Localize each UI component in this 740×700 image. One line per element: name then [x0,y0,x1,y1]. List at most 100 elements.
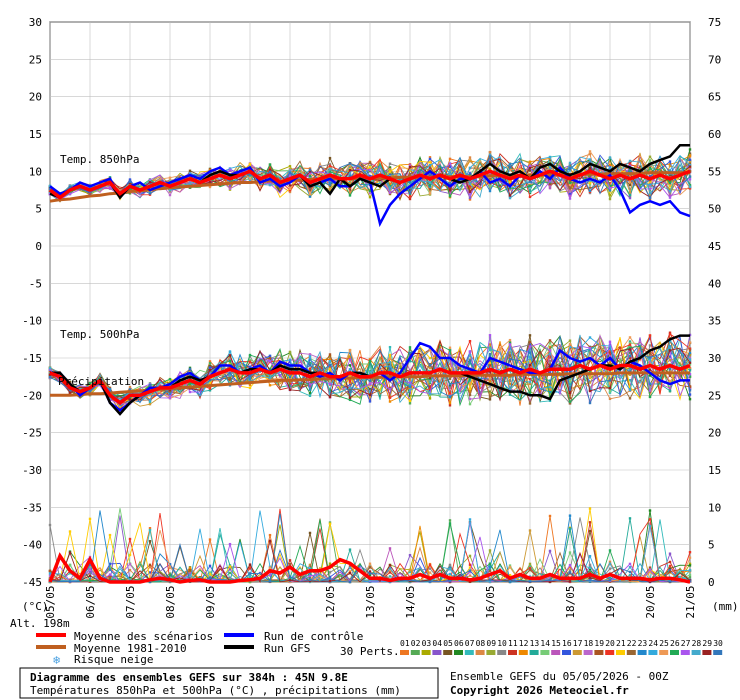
perturbation-point [368,359,372,363]
perturbation-point [68,551,72,554]
perturbation-point [168,390,172,394]
perturbation-point [328,522,332,525]
y-right-tick-label: 75 [708,16,721,29]
pert-swatch [648,650,658,655]
perturbation-point [408,402,412,405]
perturbation-point [488,390,492,393]
perturbation-point [408,381,412,384]
perturbation-point [488,160,492,164]
perturbation-point [448,382,452,386]
perturbation-point [268,539,272,543]
perturbation-point [368,195,372,199]
perturbation-point [408,189,412,192]
perturbation-point [288,388,292,391]
perturbation-point [628,570,632,574]
perturbation-point [348,186,352,190]
perturbation-point [448,567,452,571]
perturbation-point [488,398,492,401]
perturbation-point [268,182,272,185]
perturbation-point [428,362,432,366]
perturbation-point [368,562,372,565]
snowflake-icon: ❄ [53,653,60,667]
perturbation-point [48,366,52,370]
perturbation-point [268,367,272,371]
perturbation-point [608,344,612,348]
perturbation-point [568,551,572,554]
perturbation-point [568,197,572,200]
pert-number: 13 [530,639,540,648]
perturbation-point [508,162,512,166]
perturbation-point [68,572,72,575]
perturbation-point [48,184,52,188]
perturbation-point [428,164,432,167]
perturbation-point [668,580,672,583]
perturbation-point [508,375,512,379]
perturbation-point [248,353,252,357]
x-tick-label: 19/05 [604,585,617,618]
perturbation-point [368,390,372,394]
perturbation-point [388,564,392,567]
perturbation-point [368,383,372,386]
perturbation-point [448,519,452,522]
perturbation-point [328,353,332,356]
perturbation-point [608,379,612,382]
perturbation-point [548,349,552,352]
perturbation-point [428,192,432,195]
perturbation-point [408,195,412,198]
perturbation-point [568,185,572,188]
perturbation-point [448,522,452,525]
perturbation-point [568,580,572,583]
perturbation-point [268,183,272,187]
pert-swatch [421,650,431,655]
pert-swatch [562,650,571,655]
perturbation-point [408,163,412,167]
perturbation-point [348,191,352,194]
perturbation-point [288,190,292,194]
y-left-tick-label: -15 [22,352,42,365]
x-tick-label: 16/05 [484,585,497,618]
perturbation-point [408,165,412,169]
perturbation-point [468,521,472,525]
perturbation-point [488,395,492,398]
perturbation-point [688,363,692,366]
perturbation-point [628,180,632,184]
perturbation-point [548,379,552,382]
perturbation-point [528,361,532,364]
perturbation-point [628,562,632,566]
perturbation-point [428,188,432,191]
perturbation-point [228,371,232,375]
perturbation-point [48,368,52,371]
perturbation-point [588,375,592,378]
perturbation-point [388,357,392,361]
perturbation-point [468,390,472,394]
pert-swatch [540,650,550,655]
perturbation-point [568,342,572,346]
perturbation-point [248,377,252,381]
perturbation-point [328,168,332,171]
perturbation-point [288,575,292,578]
perturbation-point [628,163,632,166]
perturbation-point [368,572,372,575]
perturbation-point [648,196,652,200]
perturbation-point [668,332,672,336]
perturbation-point [248,173,252,176]
perturbation-point [468,574,472,577]
perturbation-point [368,393,372,397]
chart-title: Diagramme des ensembles GEFS sur 384h : … [30,671,348,684]
perturbation-point [508,168,512,172]
x-tick-label: 06/05 [84,585,97,618]
pert-swatch [508,650,517,655]
perturbation-point [268,170,272,174]
perturbation-point [48,572,52,575]
pert-number: 22 [627,639,637,648]
perturbation-point [348,580,352,584]
perturbation-point [468,196,472,200]
perturbation-point [448,579,452,583]
perturbation-point [448,369,452,373]
perturbation-point [668,189,672,193]
perturbation-point [448,180,452,183]
perturbation-point [648,395,652,399]
perturbation-point [408,169,412,172]
perturbation-point [408,379,412,383]
